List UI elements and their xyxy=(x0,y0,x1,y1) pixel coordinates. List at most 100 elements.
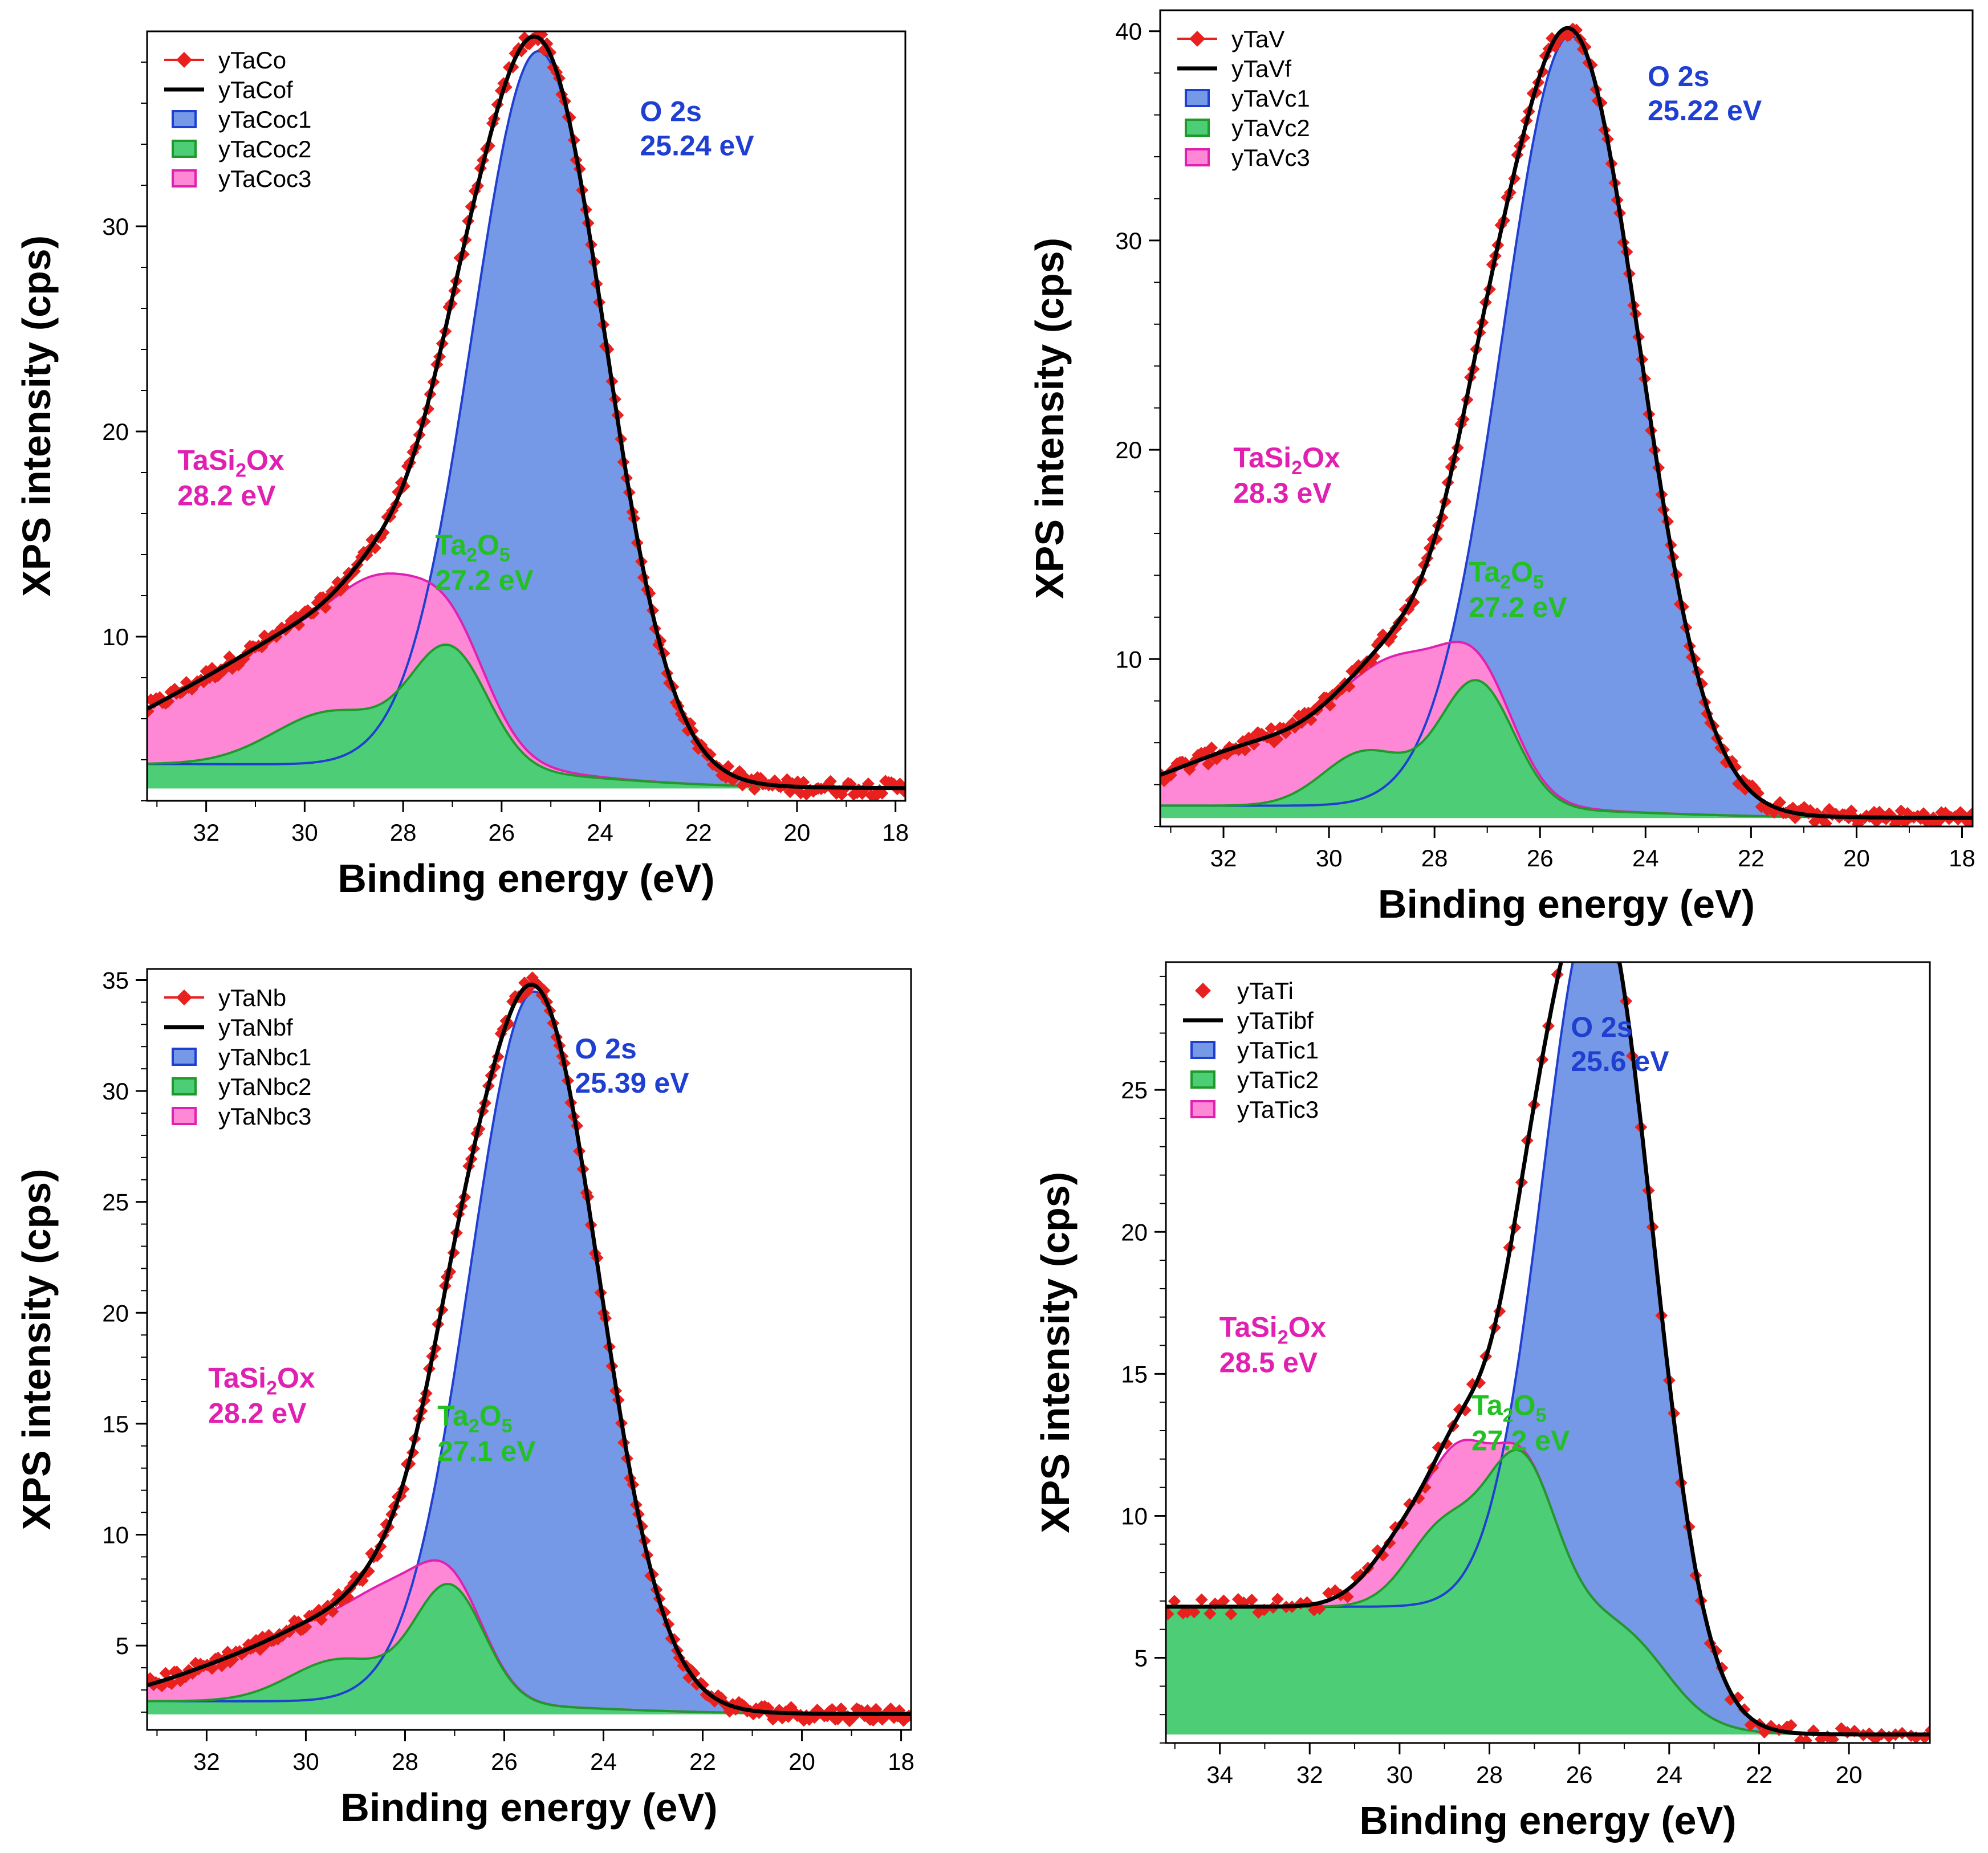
component-1-area xyxy=(147,991,911,1714)
annotation-tasi2ox-value: 28.2 eV xyxy=(177,480,276,512)
data-point xyxy=(1826,1733,1839,1743)
fit-line xyxy=(147,982,911,1716)
x-tick-label: 20 xyxy=(1836,1761,1863,1788)
x-axis-title: Binding energy (eV) xyxy=(1378,882,1755,926)
x-tick-label: 30 xyxy=(1387,1761,1413,1788)
y-tick-label: 10 xyxy=(102,1521,129,1548)
annotation-ta2o5-label: Ta2O5 xyxy=(1469,556,1544,593)
data-point xyxy=(1245,1593,1258,1606)
annotation-o2s-value: 25.22 eV xyxy=(1648,95,1762,127)
y-tick-label: 20 xyxy=(1121,1219,1148,1245)
annotation-run: Si xyxy=(1265,442,1291,474)
component-3-area xyxy=(147,1560,911,1714)
legend-label: yTaTic2 xyxy=(1237,1066,1319,1093)
annotation-run: Ta xyxy=(437,1400,469,1432)
legend-data-marker xyxy=(1189,31,1205,47)
legend-label: yTaNbf xyxy=(218,1014,293,1041)
data-point xyxy=(535,31,548,41)
annotation-ta2o5-value: 27.2 eV xyxy=(435,564,534,596)
legend-label: yTaCoc3 xyxy=(218,165,311,192)
plot-area xyxy=(1166,937,1930,1743)
data-point xyxy=(1870,815,1883,826)
annotation-run: Ta xyxy=(435,529,467,561)
legend-label: yTaNbc2 xyxy=(218,1073,311,1100)
data-point xyxy=(1160,774,1170,787)
annotation-run: O xyxy=(1511,556,1533,588)
plot-frame xyxy=(1165,961,1931,1744)
y-tick-label: 20 xyxy=(102,418,129,445)
annotation-run: Si xyxy=(1250,1312,1277,1343)
annotation-run: Ta xyxy=(1471,1390,1503,1422)
x-tick-label: 20 xyxy=(1843,845,1870,871)
annotation-o2s-label: O 2s xyxy=(575,1033,636,1065)
legend-swatch xyxy=(1190,1100,1215,1118)
annotation-o2s-label: O 2s xyxy=(1648,60,1709,92)
annotation-run: 2 xyxy=(466,544,477,566)
legend-swatch xyxy=(172,140,197,158)
data-point xyxy=(748,783,761,796)
annotation-run: Ta xyxy=(177,445,209,477)
legend-swatch xyxy=(1185,119,1210,137)
x-tick-label: 32 xyxy=(193,1748,220,1775)
annotation-o2s-value: 25.24 eV xyxy=(640,130,755,162)
y-tick-label: 30 xyxy=(1115,227,1142,254)
y-tick-label: 15 xyxy=(102,1411,129,1437)
x-tick-label: 30 xyxy=(291,819,318,846)
annotation-run: O xyxy=(477,529,499,561)
annotation-tasi2ox-label: TaSi2Ox xyxy=(1219,1312,1327,1349)
annotation-o2s-value: 25.6 eV xyxy=(1571,1045,1669,1077)
legend-label: yTaNb xyxy=(218,984,286,1011)
x-tick-label: 32 xyxy=(1296,1761,1323,1788)
plot-area xyxy=(147,31,905,801)
plot-frame xyxy=(146,968,912,1731)
legend-swatch xyxy=(1190,1041,1215,1059)
data-point xyxy=(1205,742,1218,755)
annotation-run: 2 xyxy=(1278,1327,1288,1349)
x-tick-label: 28 xyxy=(1476,1761,1503,1788)
x-tick-label: 28 xyxy=(1421,845,1448,871)
y-tick-label: 10 xyxy=(1115,646,1142,673)
annotation-tasi2ox-label: TaSi2Ox xyxy=(208,1362,315,1399)
annotation-run: 5 xyxy=(499,544,510,566)
plot-area xyxy=(147,971,911,1728)
data-point xyxy=(1570,23,1583,36)
x-tick-label: 22 xyxy=(689,1748,716,1775)
fit-line xyxy=(1166,962,1930,1737)
x-tick-label: 24 xyxy=(1632,845,1659,871)
data-point xyxy=(1898,816,1911,826)
fit-line xyxy=(1160,26,1973,820)
data-point xyxy=(1558,937,1570,950)
annotation-o2s-value: 25.39 eV xyxy=(575,1067,689,1099)
component-1-area xyxy=(147,51,905,788)
data-point xyxy=(1966,807,1973,819)
annotation-tasi2ox-value: 28.5 eV xyxy=(1219,1347,1318,1379)
x-tick-label: 26 xyxy=(1566,1761,1593,1788)
legend-swatch xyxy=(172,110,197,128)
component-2-area xyxy=(147,645,905,789)
annotation-run: 2 xyxy=(1291,457,1302,479)
y-tick-label: 35 xyxy=(102,967,129,993)
x-tick-label: 26 xyxy=(1527,845,1554,871)
annotation-o2s-label: O 2s xyxy=(640,96,702,128)
x-tick-label: 26 xyxy=(488,819,515,846)
legend-label: yTaTic3 xyxy=(1237,1096,1319,1123)
annotation-run: Ta xyxy=(1219,1312,1251,1343)
legend-label: yTaNbc1 xyxy=(218,1044,311,1070)
annotation-run: 2 xyxy=(235,460,246,482)
legend-swatch xyxy=(1190,1070,1215,1089)
legend-swatch xyxy=(1185,148,1210,166)
legend-data-marker xyxy=(176,52,192,68)
x-tick-label: 20 xyxy=(788,1748,815,1775)
annotation-tasi2ox-label: TaSi2Ox xyxy=(1233,442,1340,479)
legend-label: yTaVc2 xyxy=(1231,115,1310,141)
x-tick-label: 22 xyxy=(685,819,712,846)
data-point xyxy=(1225,1607,1238,1620)
y-tick-label: 5 xyxy=(1135,1645,1148,1672)
x-tick-label: 30 xyxy=(292,1748,319,1775)
annotation-o2s-label: O 2s xyxy=(1571,1011,1632,1043)
annotation-run: Ta xyxy=(208,1362,240,1394)
